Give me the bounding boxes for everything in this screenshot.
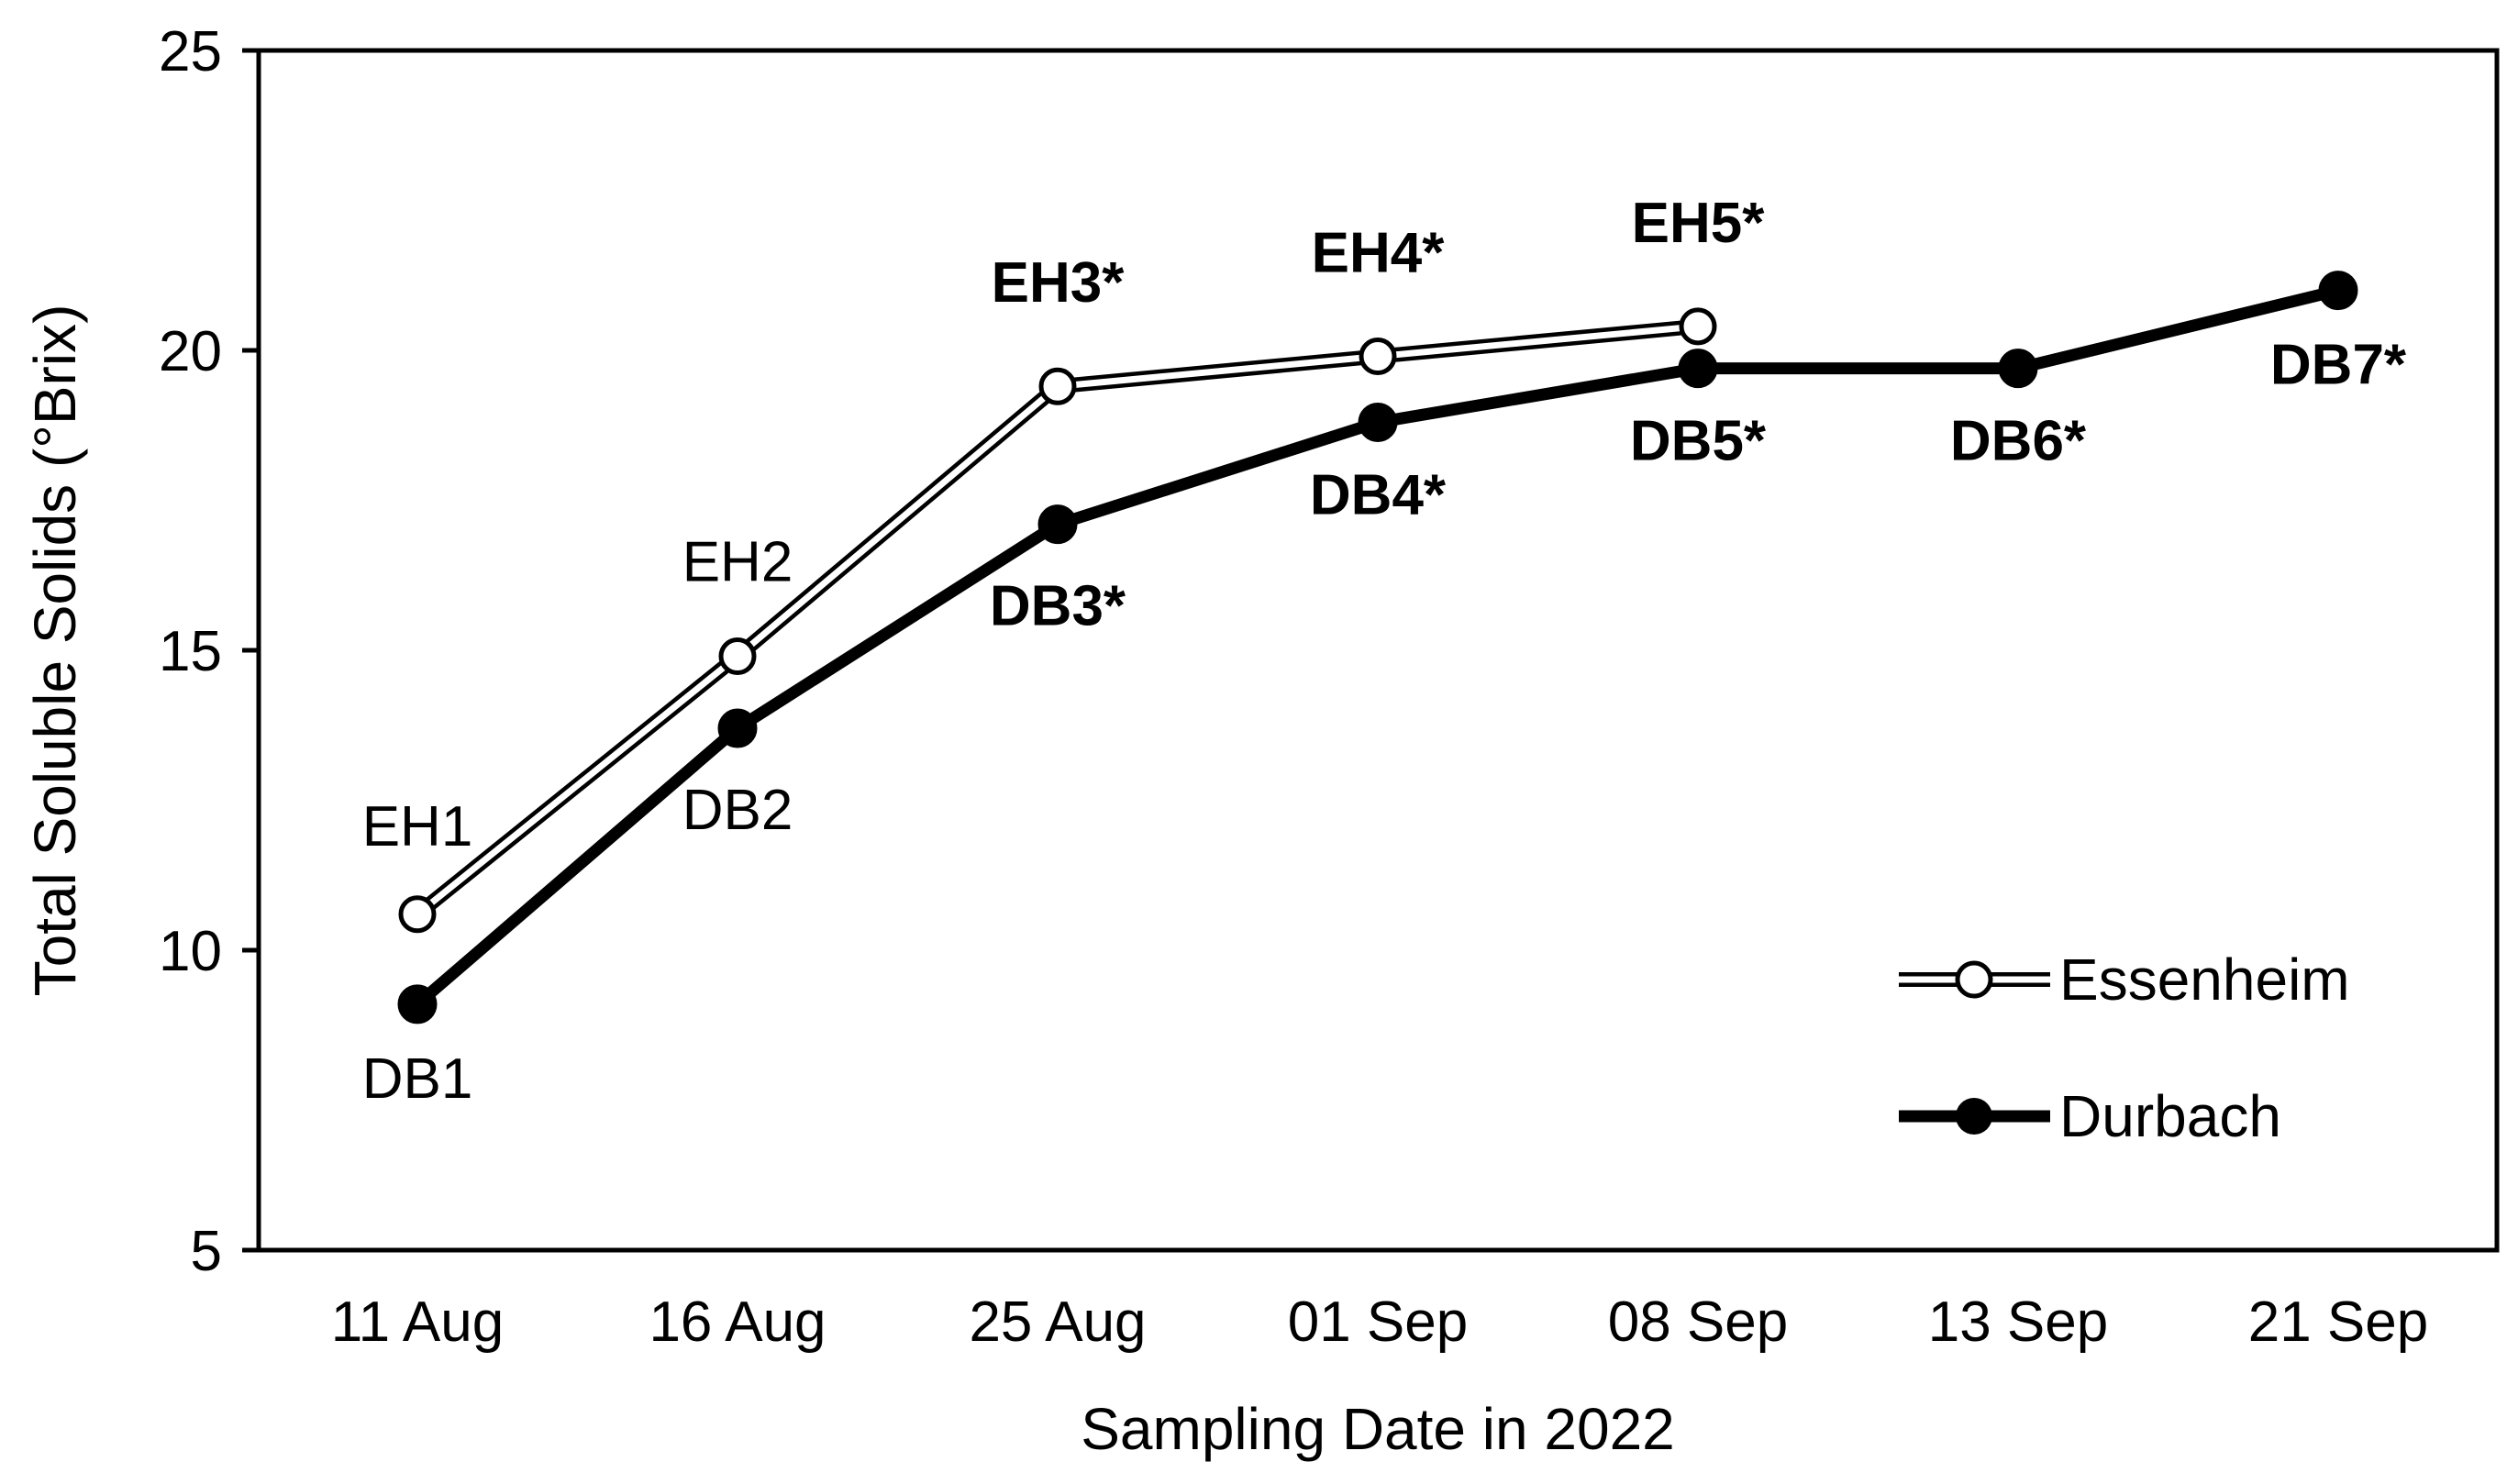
data-point-essenheim bbox=[1679, 307, 1717, 346]
data-point-durbach bbox=[717, 708, 758, 748]
data-label-essenheim: EH5* bbox=[1632, 192, 1766, 255]
data-label-essenheim: EH3* bbox=[992, 251, 1126, 315]
series-layer bbox=[397, 271, 2358, 1024]
data-point-durbach bbox=[1998, 349, 2038, 389]
data-label-durbach: DB7* bbox=[2270, 334, 2407, 397]
y-axis-title: Total Soluble Solids (°Brix) bbox=[22, 305, 88, 997]
x-tick-label: 01 Sep bbox=[1288, 1290, 1469, 1354]
legend-marker-durbach bbox=[1956, 1098, 1992, 1135]
point-labels: EH1 EH2 EH3* EH4* EH5* DB1 DB2 DB3* DB4* DB5* DB6*… bbox=[362, 192, 2407, 1111]
y-tick-label: 10 bbox=[159, 920, 222, 983]
data-point-essenheim bbox=[398, 895, 437, 934]
data-point-essenheim bbox=[1038, 367, 1077, 405]
legend: Essenheim Durbach bbox=[1899, 947, 2350, 1149]
x-tick-label: 11 Aug bbox=[331, 1290, 504, 1354]
y-tick-label: 15 bbox=[159, 620, 222, 683]
data-point-essenheim bbox=[718, 637, 757, 676]
legend-label-durbach: Durbach bbox=[2059, 1083, 2281, 1149]
x-axis-title: Sampling Date in 2022 bbox=[1081, 1396, 1675, 1462]
x-axis-ticks: 11 Aug 16 Aug 25 Aug 01 Sep 08 Sep 13 Sep 21 S… bbox=[331, 1290, 2429, 1354]
legend-label-essenheim: Essenheim bbox=[2059, 947, 2350, 1013]
data-label-durbach: DB5* bbox=[1630, 410, 1767, 473]
x-tick-label: 25 Aug bbox=[969, 1290, 1146, 1354]
data-label-essenheim: EH2 bbox=[682, 531, 793, 594]
data-label-durbach: DB3* bbox=[990, 575, 1126, 638]
data-point-durbach bbox=[2318, 271, 2358, 311]
data-label-essenheim: EH4* bbox=[1312, 222, 1446, 285]
data-point-essenheim bbox=[1359, 338, 1397, 376]
series-line-durbach bbox=[413, 284, 2340, 1009]
x-tick-label: 08 Sep bbox=[1608, 1290, 1789, 1354]
x-tick-label: 16 Aug bbox=[649, 1290, 826, 1354]
y-tick-label: 25 bbox=[159, 20, 222, 83]
y-tick-label: 20 bbox=[159, 320, 222, 383]
data-point-durbach bbox=[1037, 504, 1078, 545]
x-tick-label: 13 Sep bbox=[1928, 1290, 2109, 1354]
x-tick-label: 21 Sep bbox=[2248, 1290, 2429, 1354]
data-label-durbach: DB1 bbox=[362, 1047, 473, 1111]
data-label-durbach: DB4* bbox=[1310, 463, 1447, 526]
data-label-durbach: DB2 bbox=[682, 779, 793, 842]
data-point-durbach bbox=[1678, 349, 1718, 389]
y-tick-label: 5 bbox=[191, 1220, 222, 1283]
data-label-durbach: DB6* bbox=[1950, 410, 2087, 473]
data-label-essenheim: EH1 bbox=[362, 795, 473, 858]
data-point-durbach bbox=[397, 984, 438, 1024]
legend-marker-essenheim bbox=[1955, 960, 1993, 999]
y-axis-ticks: 5 10 15 20 25 bbox=[159, 20, 259, 1283]
data-point-durbach bbox=[1358, 402, 1398, 442]
